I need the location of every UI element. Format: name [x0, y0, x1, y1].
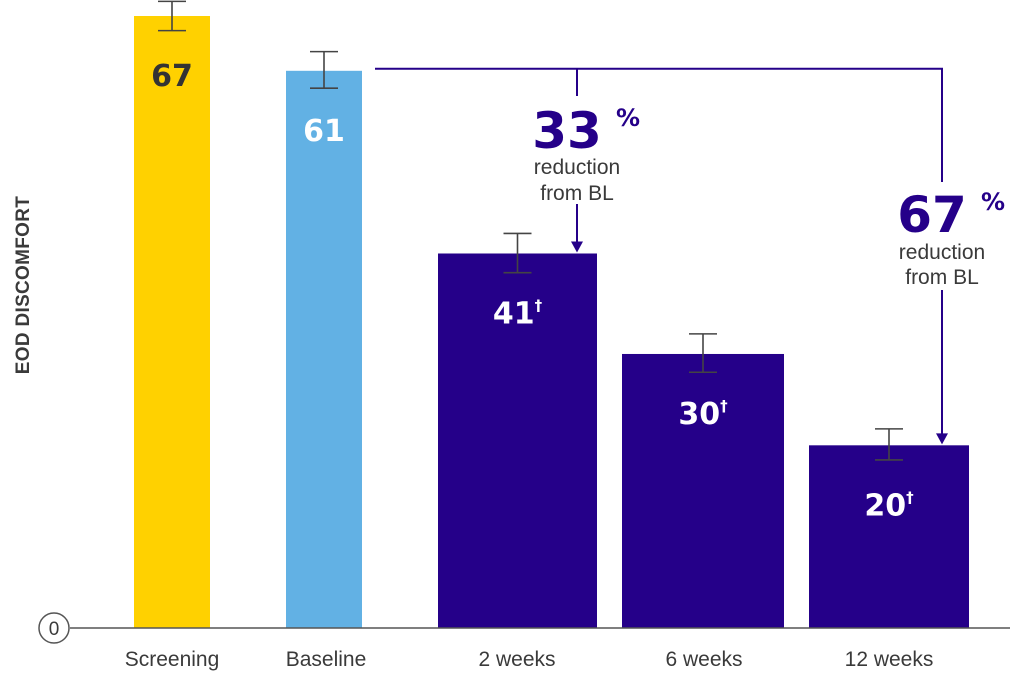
- x-tick-label: 12 weeks: [845, 648, 934, 671]
- x-tick-label: Baseline: [286, 648, 367, 671]
- arrowhead: [571, 241, 583, 253]
- bar-12-weeks: [809, 445, 969, 628]
- percent-sign: %: [981, 188, 1005, 216]
- bar-screening: [134, 16, 210, 628]
- value-label: 41†: [493, 296, 543, 331]
- dagger-marker: †: [535, 296, 543, 314]
- error-bar: [689, 333, 717, 374]
- reduction-caption: from BL: [905, 266, 979, 289]
- error-bar: [158, 0, 186, 32]
- error-bar: [875, 428, 903, 461]
- value-label: 20†: [864, 488, 914, 523]
- error-bar: [503, 232, 532, 274]
- reduction-percent: 33: [532, 102, 602, 160]
- percent-sign: %: [616, 104, 640, 132]
- bar-baseline: [286, 70, 362, 628]
- x-tick-label: 2 weeks: [478, 648, 555, 671]
- reduction-caption: reduction: [899, 241, 985, 264]
- dagger-marker: †: [906, 488, 914, 506]
- reduction-percent: 67: [897, 186, 967, 244]
- annotation-backdrop: [880, 182, 1010, 290]
- reduction-caption: reduction: [534, 156, 620, 179]
- x-tick-label: Screening: [125, 648, 220, 671]
- error-bar: [310, 50, 338, 89]
- value-label: 67: [151, 59, 193, 94]
- dagger-marker: †: [720, 397, 728, 415]
- x-tick-label: 6 weeks: [665, 648, 742, 671]
- reduction-caption: from BL: [540, 182, 614, 205]
- bar-6-weeks: [622, 353, 784, 628]
- y-tick-label: 0: [49, 619, 60, 640]
- value-label: 30†: [678, 397, 728, 432]
- bar-2-weeks: [438, 253, 597, 628]
- zero-tick-circle: [38, 612, 70, 644]
- arrowhead: [936, 433, 948, 445]
- value-label: 61: [303, 114, 345, 149]
